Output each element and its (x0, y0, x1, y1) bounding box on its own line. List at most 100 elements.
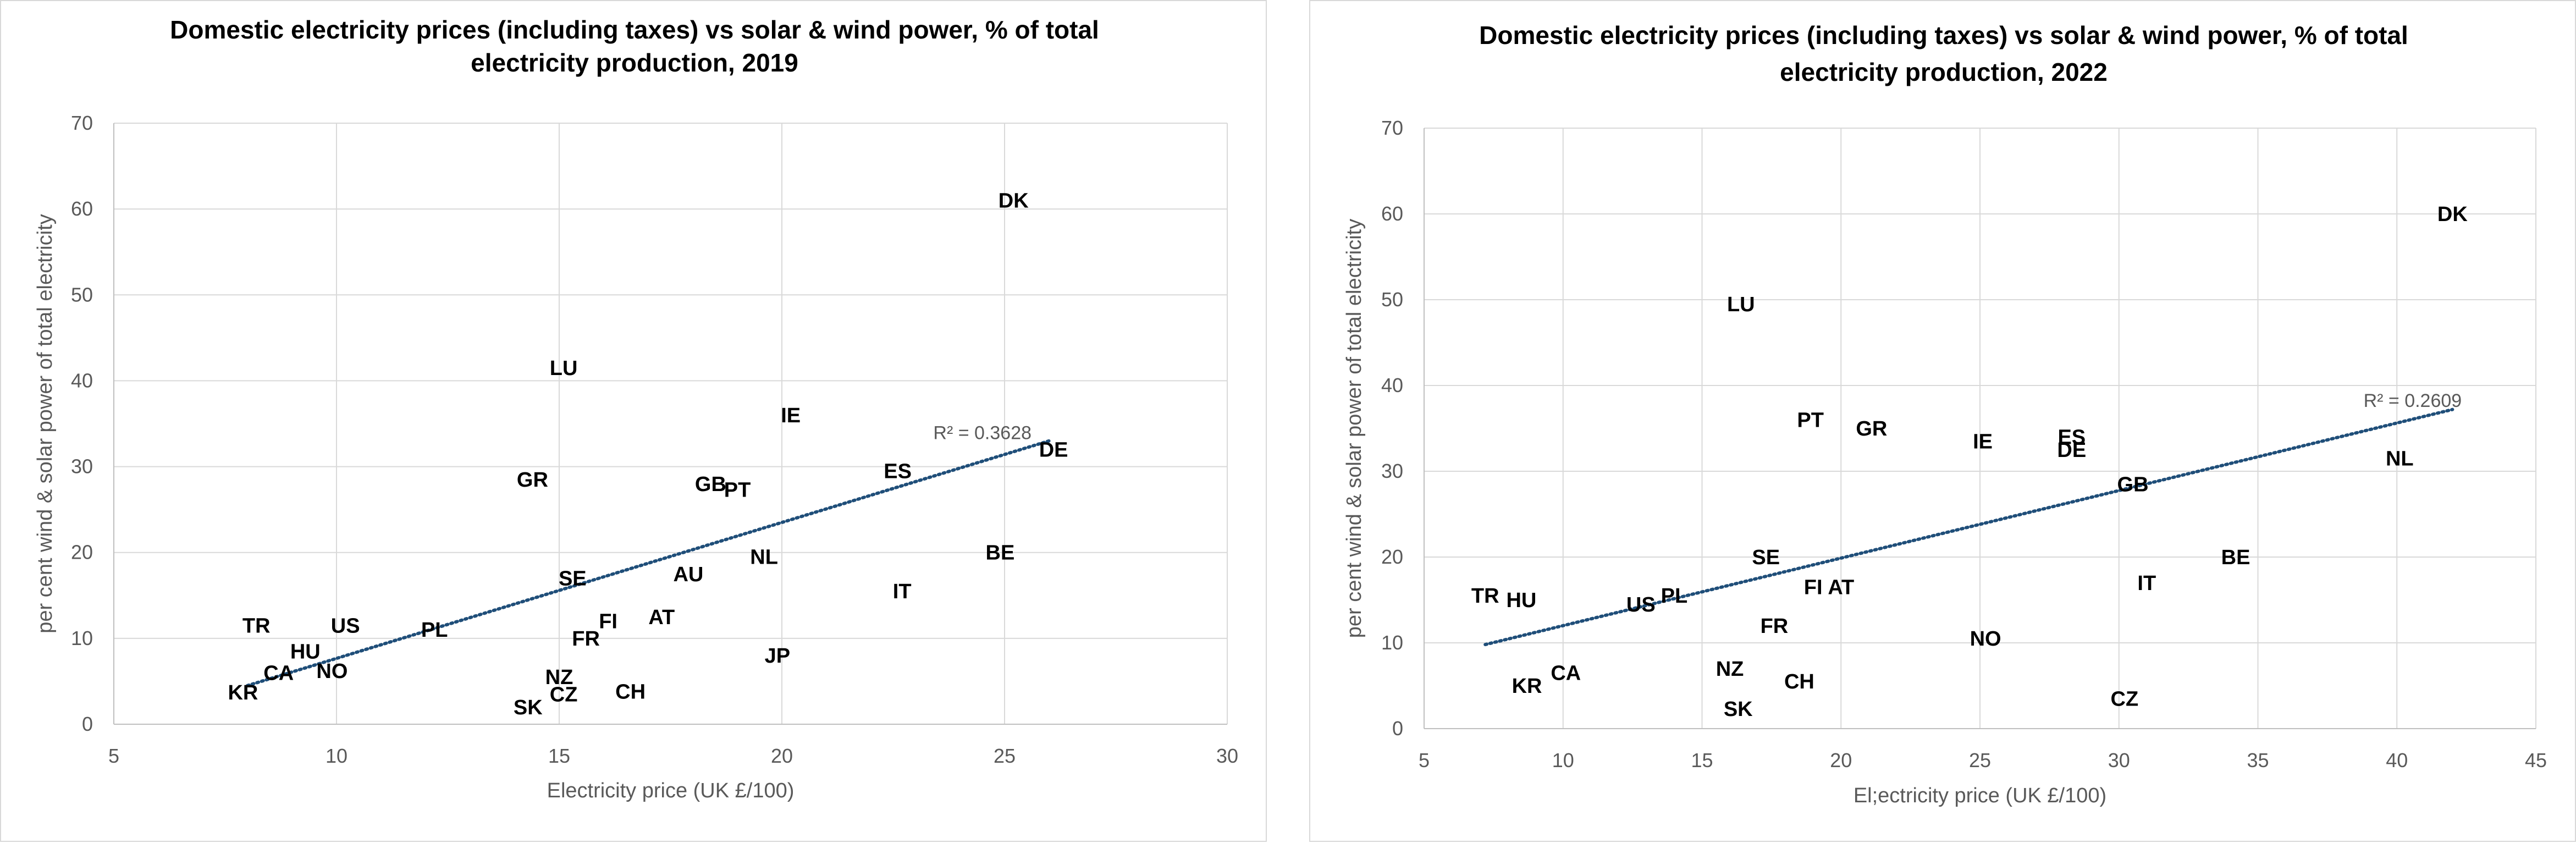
point-label-cz: CZ (2111, 687, 2139, 710)
point-label-no: NO (316, 660, 347, 683)
y-tick-label: 30 (1381, 460, 1403, 482)
y-tick-label: 10 (1381, 631, 1403, 654)
trendline (246, 439, 1051, 687)
point-label-nz: NZ (1716, 658, 1744, 681)
point-label-nl: NL (2386, 448, 2414, 471)
point-label-kr: KR (1512, 675, 1542, 698)
point-label-ca: CA (263, 662, 294, 685)
y-axis-label: per cent wind & solar power of total ele… (34, 214, 57, 633)
x-tick-label: 45 (2525, 749, 2547, 772)
y-tick-label: 70 (71, 112, 93, 134)
trendline (1483, 407, 2454, 647)
y-tick-label: 40 (1381, 374, 1403, 396)
y-tick-label: 60 (71, 197, 93, 220)
point-label-se: SE (1752, 546, 1780, 569)
r-squared-label: R² = 0.2609 (2364, 390, 2462, 411)
chart-title-line: Domestic electricity prices (including t… (1479, 21, 2408, 49)
point-label-tr: TR (242, 614, 271, 637)
point-label-pt: PT (1797, 409, 1824, 432)
point-label-fi: FI (1804, 576, 1823, 599)
point-label-pl: PL (421, 619, 448, 642)
y-tick-label: 10 (71, 627, 93, 649)
point-label-es: ES (884, 460, 912, 483)
point-label-ch: CH (615, 681, 646, 704)
y-tick-label: 50 (71, 283, 93, 306)
point-label-nl: NL (750, 546, 778, 569)
point-label-lu: LU (550, 357, 578, 380)
y-tick-label: 70 (1381, 117, 1403, 139)
y-tick-label: 20 (71, 541, 93, 564)
point-label-be: BE (2221, 546, 2250, 569)
point-label-sk: SK (1724, 698, 1753, 721)
point-label-tr: TR (1471, 585, 1499, 608)
x-tick-label: 5 (1419, 749, 1430, 772)
point-label-at: AT (648, 606, 675, 629)
x-tick-label: 10 (1552, 749, 1574, 772)
point-label-hu: HU (1506, 589, 1536, 612)
chart-title-line: Domestic electricity prices (including t… (170, 15, 1099, 44)
x-tick-label: 20 (1830, 749, 1852, 772)
y-tick-label: 0 (82, 713, 93, 735)
point-label-hu: HU (290, 640, 321, 663)
point-label-gb: GB (695, 473, 726, 496)
x-tick-label: 15 (548, 745, 570, 767)
point-label-us: US (1626, 593, 1656, 616)
x-axis-label: Electricity price (UK £/100) (547, 779, 795, 802)
point-label-jp: JP (765, 644, 790, 668)
x-tick-label: 30 (1216, 745, 1238, 767)
point-label-de: DE (2057, 439, 2086, 462)
y-axis-label: per cent wind & solar power of total ele… (1343, 219, 1366, 638)
chart-panel-2019: Domestic electricity prices (including t… (0, 0, 1267, 842)
point-label-gr: GR (1856, 417, 1887, 440)
point-label-it: IT (2137, 572, 2156, 595)
point-label-fr: FR (572, 627, 600, 651)
chart-2022: Domestic electricity prices (including t… (1343, 21, 2547, 807)
point-label-it: IT (893, 580, 912, 603)
point-label-au: AU (673, 563, 703, 586)
point-label-kr: KR (228, 681, 258, 704)
point-label-no: NO (1970, 627, 2001, 651)
x-tick-label: 10 (326, 745, 347, 767)
point-label-at: AT (1828, 576, 1854, 599)
x-tick-label: 20 (771, 745, 793, 767)
chart-2019: Domestic electricity prices (including t… (34, 15, 1238, 802)
point-label-pt: PT (724, 479, 751, 502)
x-tick-label: 40 (2386, 749, 2408, 772)
point-label-fr: FR (1761, 615, 1789, 638)
point-label-pl: PL (1661, 585, 1688, 608)
x-tick-label: 25 (1969, 749, 1991, 772)
point-label-gr: GR (517, 469, 548, 492)
point-label-us: US (331, 614, 360, 637)
point-label-ca: CA (1551, 662, 1581, 685)
chart-panel-2022: Domestic electricity prices (including t… (1309, 0, 2576, 842)
y-tick-label: 60 (1381, 202, 1403, 225)
point-label-sk: SK (514, 696, 543, 719)
point-label-ie: IE (781, 404, 801, 427)
y-tick-label: 40 (71, 369, 93, 392)
point-label-ie: IE (1973, 430, 1993, 453)
y-tick-label: 20 (1381, 546, 1403, 568)
x-tick-label: 15 (1691, 749, 1713, 772)
chart-title-line: electricity production, 2022 (1780, 58, 2108, 86)
x-axis-label: El;ectricity price (UK £/100) (1854, 784, 2106, 807)
point-label-es: ES (2058, 426, 2086, 449)
x-tick-label: 25 (994, 745, 1016, 767)
point-label-dk: DK (999, 190, 1029, 213)
y-tick-label: 30 (71, 455, 93, 478)
point-label-lu: LU (1727, 293, 1755, 316)
r-squared-label: R² = 0.3628 (933, 423, 1031, 444)
y-tick-label: 50 (1381, 288, 1403, 311)
point-label-be: BE (986, 542, 1015, 565)
point-label-ch: CH (1784, 670, 1814, 693)
point-label-de: DE (1039, 438, 1068, 461)
x-tick-label: 30 (2108, 749, 2130, 772)
chart-title-line: electricity production, 2019 (471, 48, 798, 77)
y-tick-label: 0 (1392, 717, 1403, 740)
point-label-se: SE (559, 567, 587, 591)
point-label-fi: FI (599, 610, 617, 633)
point-label-nz: NZ (545, 666, 573, 689)
point-label-cz: CZ (550, 683, 578, 706)
point-label-gb: GB (2117, 473, 2149, 496)
x-tick-label: 5 (108, 745, 119, 767)
point-label-dk: DK (2437, 203, 2468, 226)
